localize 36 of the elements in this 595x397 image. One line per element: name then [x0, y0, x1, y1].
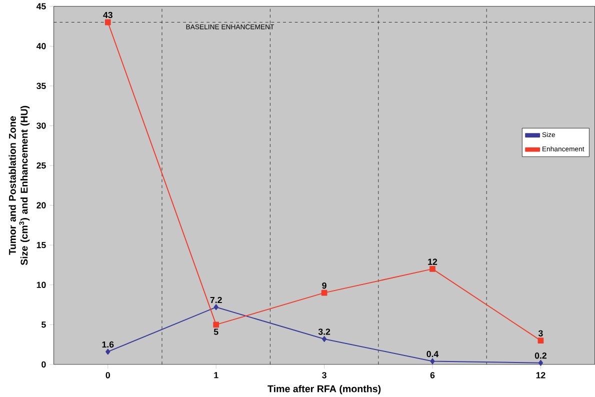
y-tick-label: 15	[36, 242, 46, 248]
data-label: 3	[538, 330, 543, 336]
data-label: 5	[214, 328, 218, 335]
y-tick-label: 20	[36, 202, 46, 208]
point	[430, 266, 436, 272]
y-tick-label: 45	[36, 3, 46, 10]
point	[538, 337, 544, 344]
data-label: 43	[103, 12, 112, 18]
data-label: 7.2	[210, 296, 222, 303]
data-label: 9	[322, 282, 326, 288]
y-tick-label: 0	[42, 361, 46, 368]
y-tick-label: 5	[42, 321, 46, 328]
data-label: 3.2	[318, 328, 330, 335]
x-tick-label: 12	[536, 372, 546, 378]
point	[430, 358, 435, 364]
data-label: 0.2	[534, 352, 546, 359]
y-tick-label: 35	[36, 82, 46, 89]
data-label: 12	[428, 258, 438, 265]
y-tick-label: 10	[36, 282, 46, 288]
x-tick-label: 6	[430, 372, 435, 378]
y-tick-label: 25	[36, 162, 46, 168]
x-tick-label: 3	[322, 372, 326, 378]
point	[106, 348, 110, 354]
point	[538, 360, 544, 366]
y-tick-label: 40	[36, 42, 46, 50]
x-axis-title: Time after RFA (months)	[268, 384, 381, 394]
data-label: 0.4	[426, 350, 439, 357]
data-label: 1.6	[102, 341, 114, 348]
x-tick-label: 1	[214, 372, 218, 378]
point	[322, 336, 327, 342]
x-tick-label: 0	[106, 372, 110, 378]
y-tick-label: 30	[36, 122, 46, 129]
point	[213, 321, 220, 328]
point	[104, 19, 111, 25]
point	[321, 290, 328, 296]
point	[214, 304, 218, 310]
